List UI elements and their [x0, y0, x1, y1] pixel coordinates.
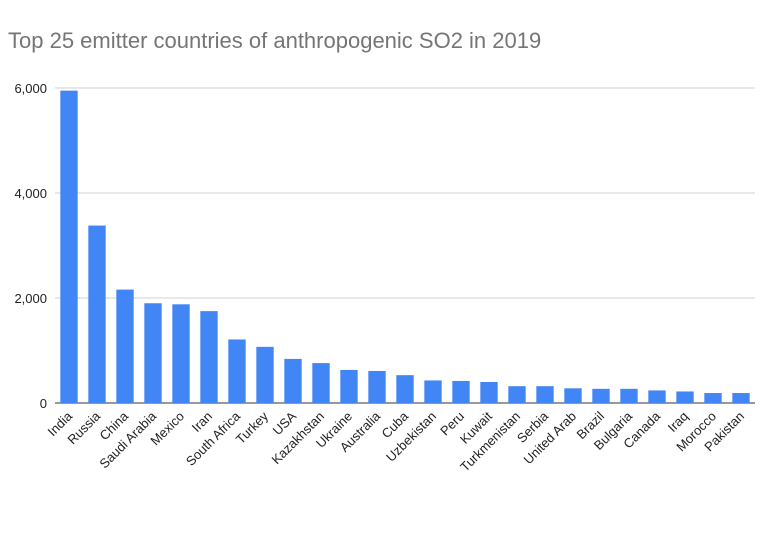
- bar-iran: [200, 311, 218, 403]
- bar-australia: [368, 370, 386, 403]
- bar-mexico: [172, 304, 190, 403]
- bar-russia: [88, 225, 106, 403]
- bar-iraq: [676, 391, 694, 403]
- bar-pakistan: [732, 393, 750, 403]
- bar-turkey: [256, 346, 274, 403]
- bar-brazil: [592, 388, 610, 403]
- bar-bulgaria: [620, 388, 638, 403]
- bar-serbia: [536, 386, 554, 403]
- chart-title: Top 25 emitter countries of anthropogeni…: [8, 28, 542, 53]
- bar-uzbekistan: [424, 380, 442, 403]
- bar-peru: [452, 380, 470, 403]
- bar-kuwait: [480, 382, 498, 403]
- bar-united-arab: [564, 388, 582, 403]
- bar-saudi-arabia: [144, 303, 162, 403]
- bar-usa: [284, 358, 302, 403]
- bar-morocco: [704, 393, 722, 403]
- y-tick-label: 2,000: [14, 291, 47, 306]
- gridlines: [55, 87, 755, 404]
- bar-india: [60, 90, 78, 403]
- bar-cuba: [396, 375, 414, 403]
- bar-ukraine: [340, 369, 358, 403]
- bar-china: [116, 289, 134, 403]
- x-tick-label: Russia: [64, 408, 103, 447]
- y-tick-label: 4,000: [14, 186, 47, 201]
- x-tick-label: Turkey: [233, 408, 272, 447]
- y-tick-label: 0: [40, 396, 47, 411]
- y-axis-ticks: 0 2,000 4,000 6,000: [14, 81, 47, 411]
- bar-canada: [648, 390, 666, 403]
- bar-kazakhstan: [312, 363, 330, 403]
- y-tick-label: 6,000: [14, 81, 47, 96]
- bar-south-africa: [228, 339, 246, 403]
- bar-turkmenistan: [508, 386, 526, 403]
- bars: [60, 90, 750, 403]
